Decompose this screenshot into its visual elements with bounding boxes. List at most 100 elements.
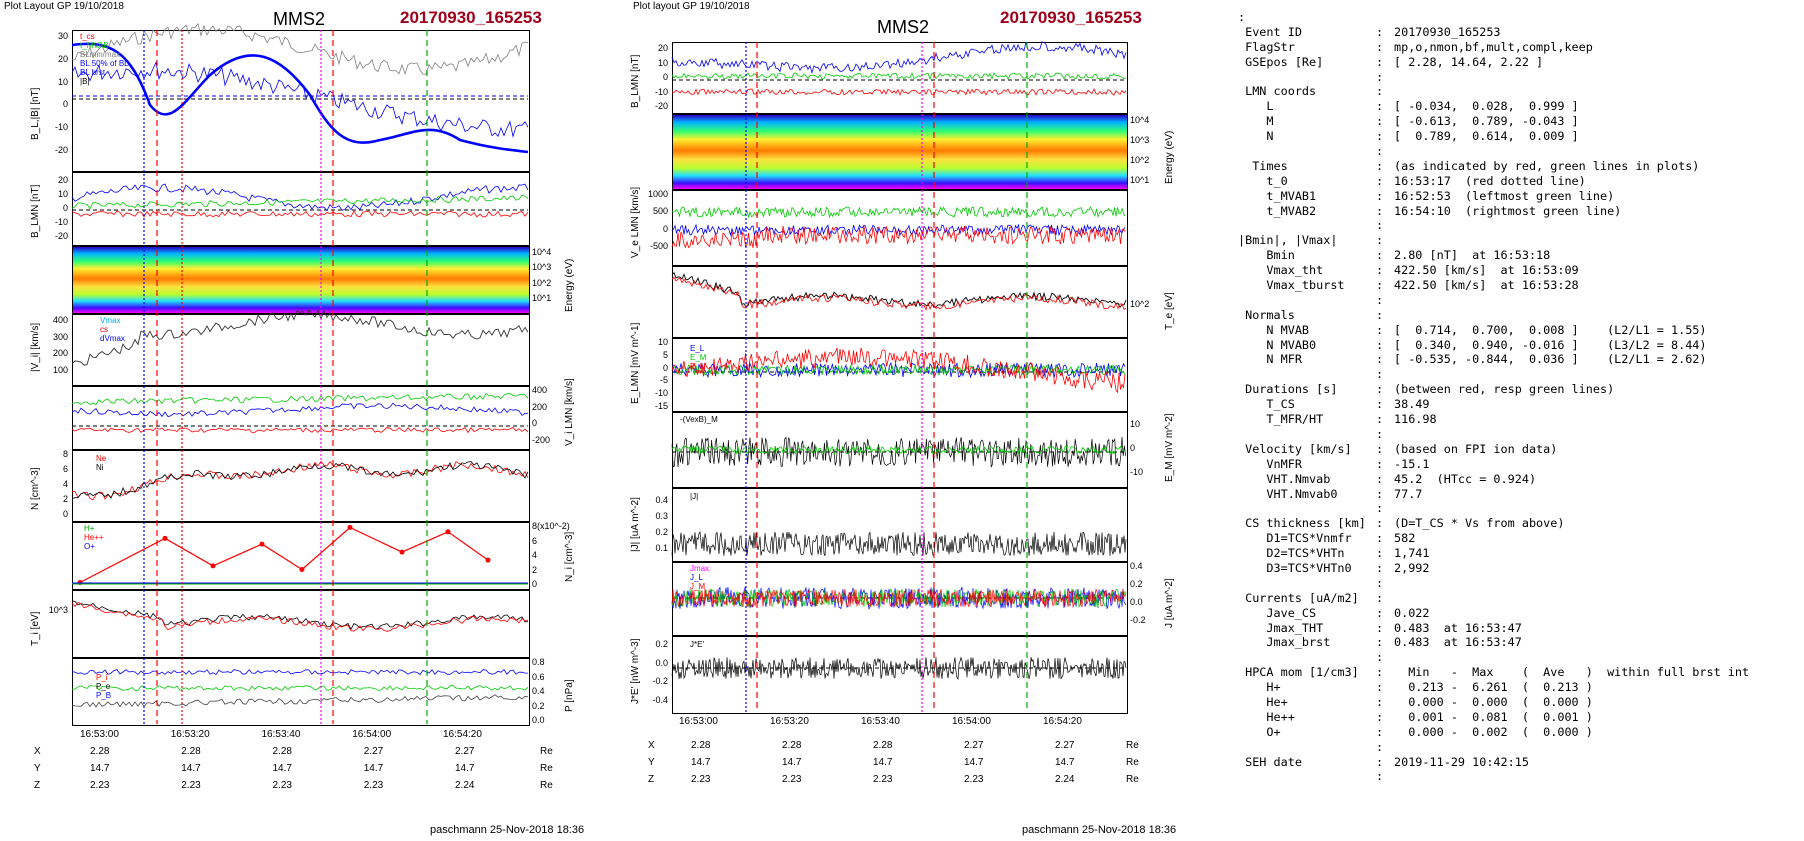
info-colon: : bbox=[1376, 99, 1384, 114]
legend-ni-2: O+ bbox=[84, 542, 95, 551]
legend-e-2: E_N bbox=[690, 362, 706, 371]
info-row: Bmin:2.80 [nT] at 16:53:18 bbox=[1238, 248, 1749, 263]
position-cell: 14.7 bbox=[782, 757, 802, 768]
ylabel-mid-blmn: B_LMN [nT] bbox=[630, 54, 641, 108]
series-te bbox=[671, 271, 1127, 309]
time-tick: 16:54:00 bbox=[352, 729, 392, 740]
info-value: 116.98 bbox=[1394, 412, 1437, 427]
position-row-label: Z bbox=[648, 774, 655, 785]
legend-bl-5: |B| bbox=[80, 77, 90, 86]
ytick: -10 bbox=[54, 122, 68, 133]
ytick: 20 bbox=[57, 175, 68, 185]
ylabel-left-ni: N_i [cm^-3] bbox=[564, 531, 575, 582]
mid-panel-te bbox=[672, 266, 1128, 338]
legend-ni-1: He++ bbox=[84, 533, 104, 542]
ytick: 10^3 bbox=[48, 605, 68, 615]
info-value: [ 0.340, 0.940, -0.016 ] (L3/L2 = 8.44) bbox=[1394, 337, 1707, 352]
info-key: D1=TCS*Vnmfr bbox=[1238, 531, 1352, 546]
ytick: 200 bbox=[532, 401, 548, 412]
info-row: : bbox=[1238, 769, 1749, 784]
info-row: : bbox=[1238, 293, 1749, 308]
ylabel-mid-jlmn: J [uA m^-2] bbox=[1164, 578, 1175, 628]
legend-jlmn-0: Jmax bbox=[690, 564, 710, 573]
ytick: -10 bbox=[54, 217, 68, 227]
ylabel-left-vilmn: V_i LMN [km/s] bbox=[564, 378, 575, 446]
ylabel-left-vi: |V_i| [km/s] bbox=[30, 322, 41, 372]
legend-left-bl: t_cs t_MVAB BLmin/max BL 50% of BL BL br… bbox=[80, 32, 129, 86]
info-colon: : bbox=[1376, 590, 1384, 605]
position-cell: 2.23 bbox=[782, 774, 802, 785]
info-key: Jave_CS bbox=[1238, 605, 1317, 620]
info-colon: : bbox=[1376, 203, 1384, 218]
info-key: N MVAB0 bbox=[1238, 337, 1317, 352]
info-key: D3=TCS*VHTn0 bbox=[1238, 560, 1352, 575]
series-ve-m bbox=[671, 223, 1126, 237]
ytick: 0.2 bbox=[532, 700, 545, 711]
ytick: 1000 bbox=[647, 189, 668, 199]
position-cell: 14.7 bbox=[455, 763, 475, 774]
series-jn bbox=[671, 588, 1127, 609]
info-key: O+ bbox=[1238, 724, 1281, 739]
time-tick: 16:53:00 bbox=[80, 729, 119, 740]
info-key bbox=[1238, 501, 1376, 516]
info-row: Currents [uA/m2]: bbox=[1238, 591, 1749, 606]
legend-mid-vxb: -(VexB)_M bbox=[680, 415, 718, 424]
ylabel-mid-em: E_M [mV m^-2] bbox=[1164, 413, 1175, 482]
info-row: N: [ 0.789, 0.614, 0.009 ] bbox=[1238, 129, 1749, 144]
series-je bbox=[671, 656, 1127, 680]
ytick: 0 bbox=[62, 99, 68, 110]
legend-ni-0: H+ bbox=[84, 524, 95, 533]
position-cell: 14.7 bbox=[181, 763, 201, 774]
series-ve-n bbox=[671, 225, 1126, 249]
info-row: M: [ -0.613, 0.789, -0.043 ] bbox=[1238, 114, 1749, 129]
position-cell: 2.28 bbox=[272, 746, 292, 757]
info-value: 422.50 [km/s] at 16:53:09 bbox=[1394, 263, 1579, 278]
legend-bl-1: t_MVAB bbox=[80, 41, 109, 50]
position-cell: 14.7 bbox=[691, 757, 711, 768]
info-colon: : bbox=[1376, 620, 1384, 635]
ytick: -5 bbox=[659, 375, 668, 386]
series-pe bbox=[71, 685, 529, 691]
info-row: t_0:16:53:17 (red dotted line) bbox=[1238, 174, 1749, 189]
info-key: Event ID bbox=[1238, 24, 1302, 39]
info-colon: : bbox=[1376, 233, 1384, 248]
ytick: 4 bbox=[62, 479, 68, 489]
info-colon: : bbox=[1376, 724, 1384, 739]
info-row: N MFR: [ -0.535, -0.844, 0.036 ] (L2/L1 =… bbox=[1238, 352, 1749, 367]
series-j bbox=[671, 530, 1127, 557]
ytick: 200 bbox=[52, 348, 68, 359]
legend-bl-4: BL brst bbox=[80, 68, 106, 77]
ylabel-mid-elmn: E_LMN [mV m^-1] bbox=[630, 322, 641, 404]
series-ni bbox=[71, 461, 529, 499]
ytick: 5 bbox=[662, 349, 668, 360]
legend-n-1: Ni bbox=[96, 463, 104, 472]
point-heplusplus bbox=[299, 567, 305, 572]
time-tick: 16:53:40 bbox=[261, 729, 301, 740]
series-vi bbox=[71, 309, 529, 366]
series-jl bbox=[671, 586, 1127, 610]
info-key: t_MVAB1 bbox=[1238, 188, 1317, 203]
position-row-label: X bbox=[34, 746, 41, 757]
info-row: Durations [s]: (between red, resp green l… bbox=[1238, 382, 1749, 397]
info-value: (between red, resp green lines) bbox=[1394, 382, 1615, 397]
ylabel-left-ti: T_i [eV] bbox=[30, 611, 41, 646]
info-colon bbox=[1376, 10, 1394, 25]
info-key bbox=[1238, 70, 1376, 85]
info-key: Times bbox=[1238, 158, 1288, 173]
ytick: 0 bbox=[532, 418, 538, 429]
ytick: 0.4 bbox=[532, 686, 545, 696]
info-key: N MFR bbox=[1238, 352, 1302, 367]
point-heplusplus bbox=[210, 563, 216, 569]
position-cell: 2.28 bbox=[90, 746, 110, 757]
info-colon: : bbox=[1376, 188, 1384, 203]
info-value: 2.80 [nT] at 16:53:18 bbox=[1394, 248, 1551, 263]
info-key: Bmin bbox=[1238, 248, 1295, 263]
info-colon: : bbox=[1376, 531, 1384, 546]
info-colon: : bbox=[1376, 635, 1384, 650]
position-cell: 2.27 bbox=[964, 740, 984, 751]
info-key: VnMFR bbox=[1238, 456, 1302, 471]
info-value: 38.49 bbox=[1394, 397, 1430, 412]
ytick: 10^1 bbox=[532, 293, 552, 303]
info-key: L bbox=[1238, 99, 1274, 114]
legend-mid-j: |J| bbox=[690, 492, 699, 501]
